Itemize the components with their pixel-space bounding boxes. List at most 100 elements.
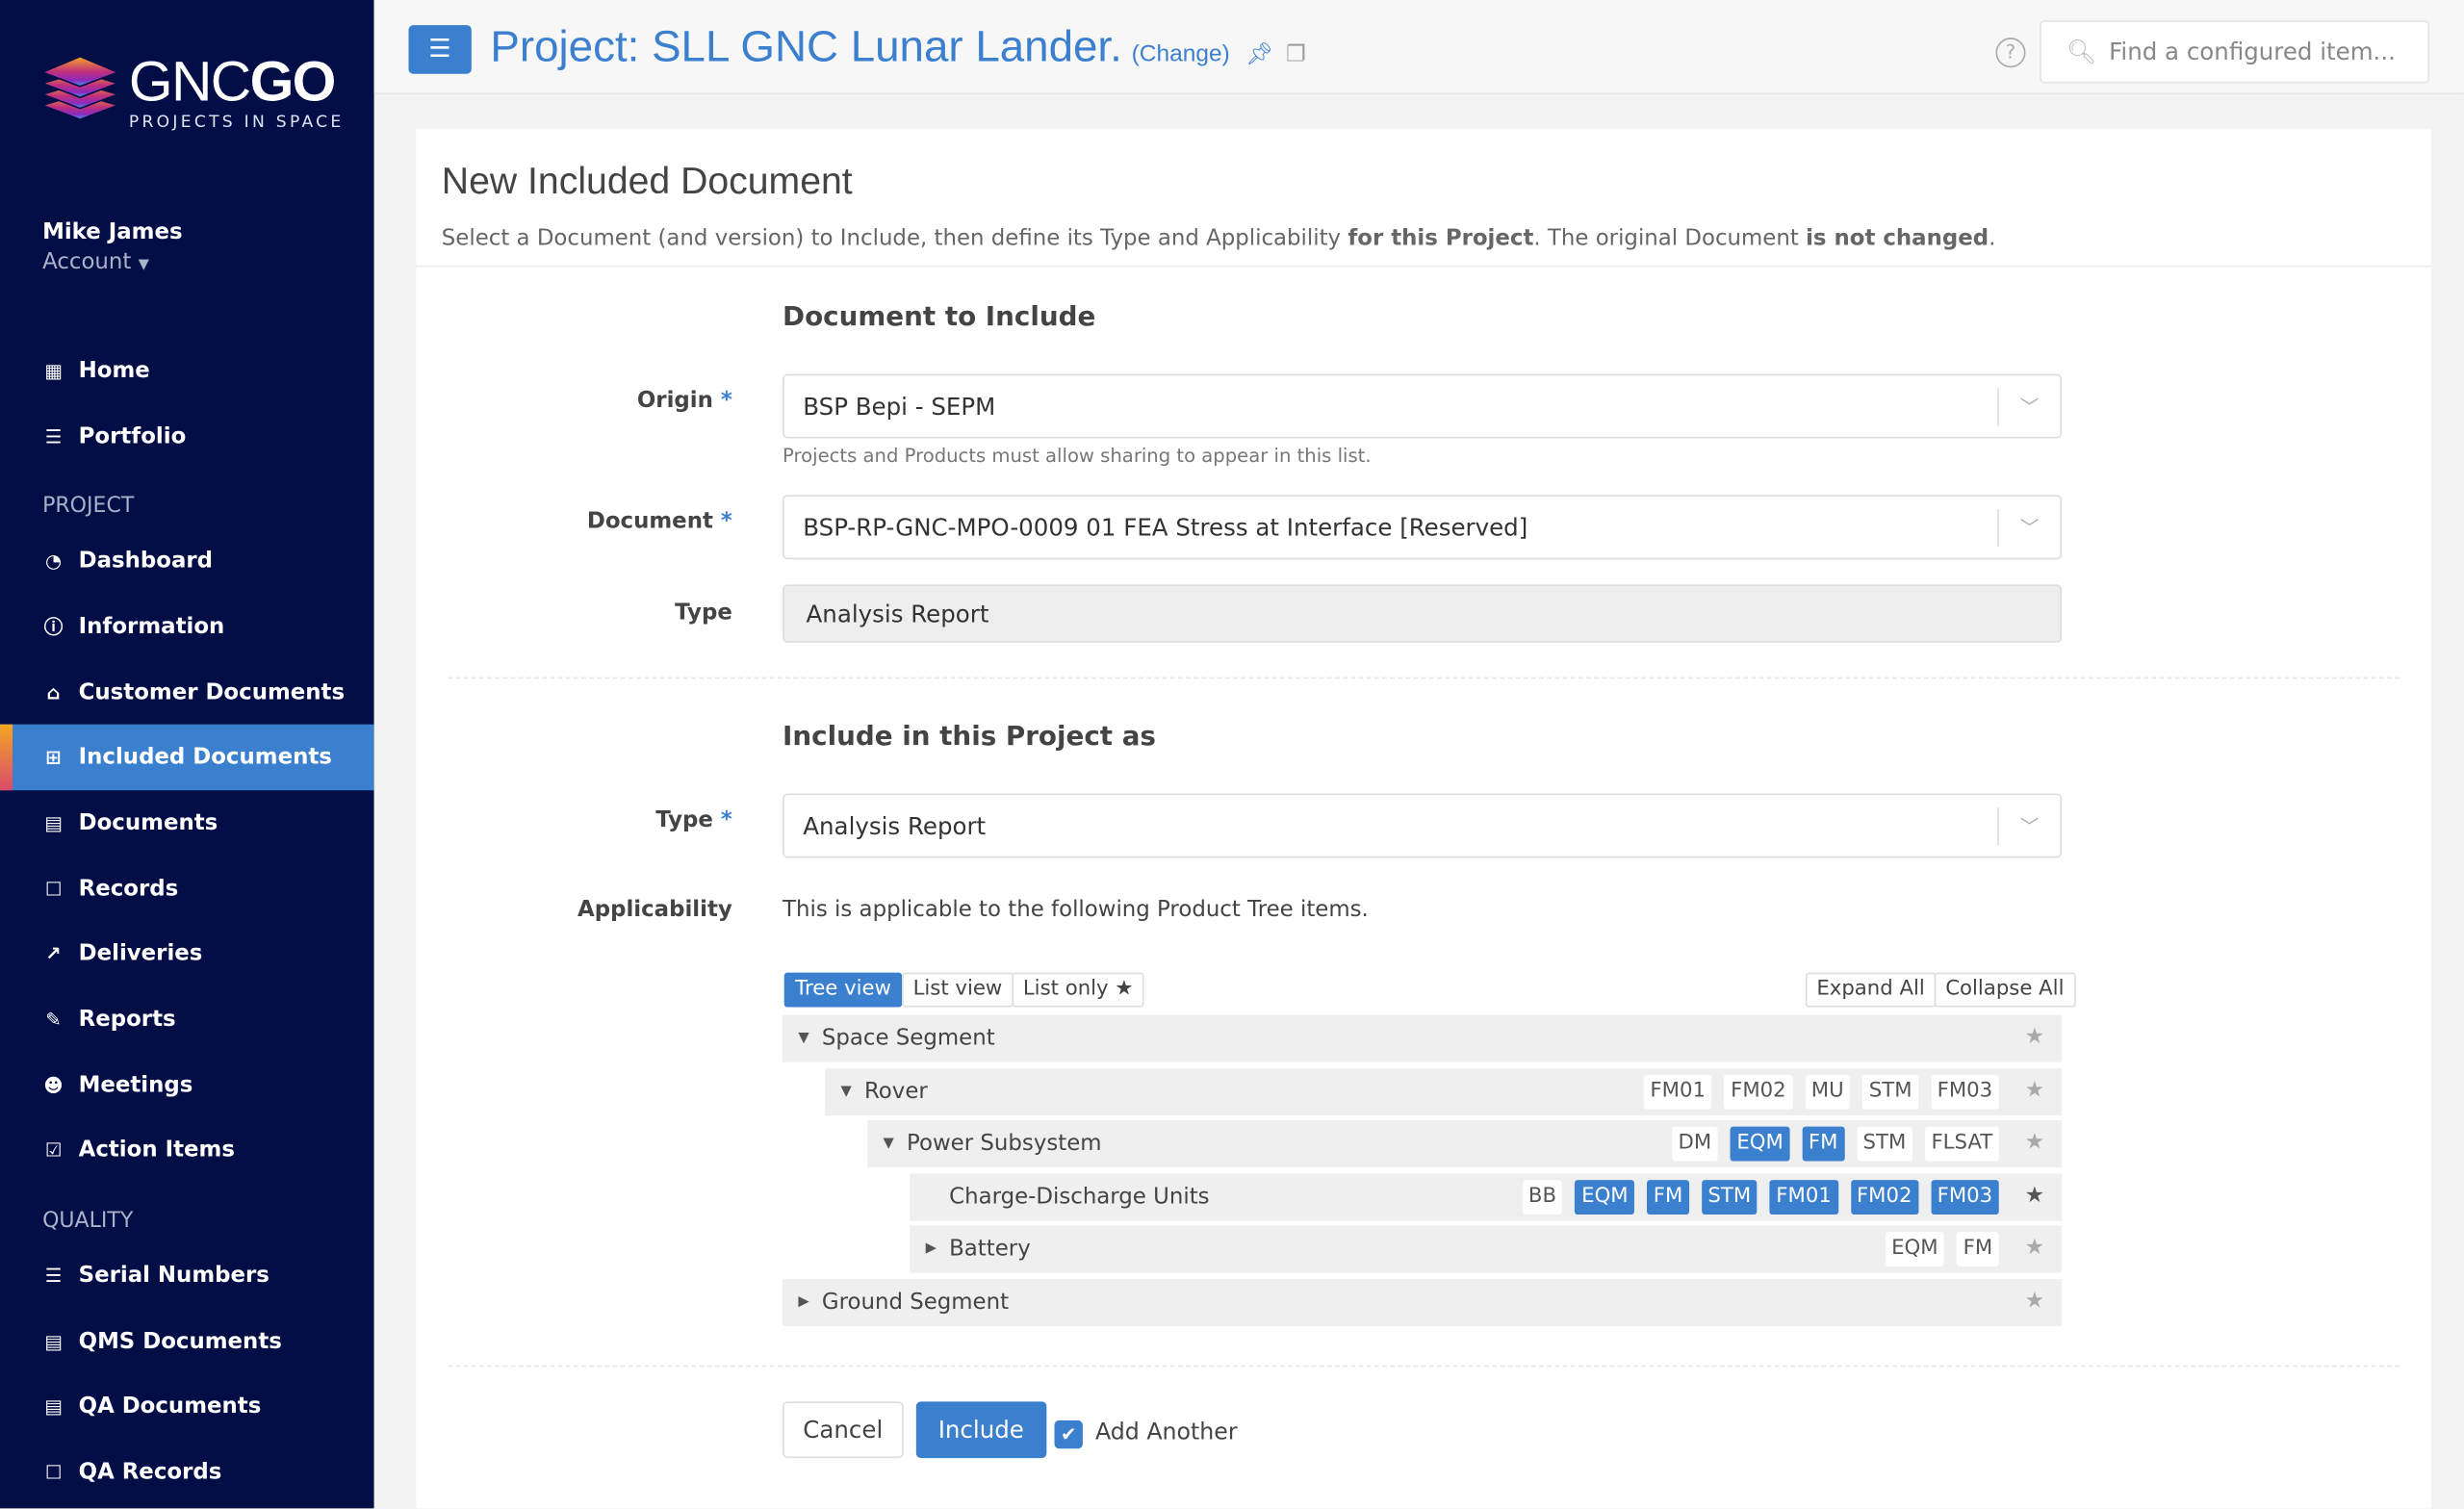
- sidebar-item-action-items[interactable]: ☑ Action Items: [0, 1118, 374, 1184]
- model-tag[interactable]: FM01: [1769, 1179, 1838, 1215]
- applicability-label: Applicability: [578, 897, 732, 923]
- sidebar-item-reports[interactable]: ✎ Reports: [0, 987, 374, 1053]
- tree-row[interactable]: Charge-Discharge Units BB EQM FM STM FM01 FM02…: [910, 1172, 2063, 1220]
- project-title: Project: SLL GNC Lunar Lander. (Change) 📌︎…: [490, 22, 1305, 72]
- document-label: Document *: [586, 508, 732, 535]
- search-placeholder: Find a configured item...: [2109, 38, 2396, 66]
- include-button[interactable]: Include: [915, 1401, 1046, 1459]
- sidebar-item-records[interactable]: ☐ Records: [0, 856, 374, 921]
- model-tag[interactable]: FM03: [1931, 1179, 1999, 1215]
- add-another-checkbox[interactable]: ✔: [1054, 1419, 1083, 1449]
- model-tag[interactable]: FM: [1802, 1126, 1844, 1162]
- tree-row[interactable]: ▶ Ground Segment ★: [783, 1278, 2063, 1326]
- model-tag[interactable]: FM: [1957, 1231, 1999, 1266]
- collapse-all-button[interactable]: Collapse All: [1934, 972, 2075, 1008]
- check-icon: ✔: [1060, 1423, 1077, 1446]
- sidebar-item-qa-records[interactable]: ☐ QA Records: [0, 1440, 374, 1505]
- tree-row[interactable]: ▼ Power Subsystem DM EQM FM STM FLSAT ★: [867, 1120, 2063, 1168]
- include-type-select[interactable]: Analysis Report ﹀: [783, 793, 2063, 858]
- caret-right-icon[interactable]: ▶: [798, 1293, 809, 1310]
- expand-all-button[interactable]: Expand All: [1805, 972, 1937, 1008]
- caret-right-icon[interactable]: ▶: [925, 1240, 937, 1258]
- star-icon[interactable]: ★: [2024, 1182, 2045, 1208]
- model-tag[interactable]: STM: [1862, 1073, 1919, 1109]
- sidebar-item-qa-documents[interactable]: ▤ QA Documents: [0, 1374, 374, 1440]
- model-tag[interactable]: FM01: [1643, 1073, 1712, 1109]
- caret-down-icon[interactable]: ▼: [840, 1083, 852, 1100]
- model-tag[interactable]: STM: [1701, 1179, 1758, 1215]
- sidebar-item-deliveries[interactable]: ↗ Deliveries: [0, 922, 374, 987]
- tree-view-button[interactable]: Tree view: [783, 972, 903, 1008]
- sidebar-item-portfolio[interactable]: ☰ Portfolio: [0, 403, 374, 469]
- tree-row-label: Ground Segment: [821, 1289, 1010, 1315]
- tree-row[interactable]: ▼ Space Segment ★: [783, 1014, 2063, 1062]
- search-input[interactable]: 🔍︎ Find a configured item...: [2040, 20, 2430, 84]
- menu-toggle-button[interactable]: ☰: [408, 25, 472, 74]
- model-tag[interactable]: BB: [1522, 1179, 1563, 1215]
- model-tag[interactable]: FM03: [1931, 1073, 1999, 1109]
- copy-icon[interactable]: ❐: [1286, 40, 1306, 66]
- divider: [448, 677, 2400, 679]
- cancel-button[interactable]: Cancel: [783, 1401, 904, 1459]
- applicability-text: This is applicable to the following Prod…: [783, 897, 1369, 923]
- star-icon[interactable]: ★: [2024, 1024, 2045, 1050]
- document-select[interactable]: BSP-RP-GNC-MPO-0009 01 FEA Stress at Int…: [783, 495, 2063, 560]
- chevron-down-icon: ﹀: [1997, 388, 2060, 426]
- sidebar-item-included-documents[interactable]: ⊞ Included Documents: [0, 725, 374, 791]
- included-document-form: New Included Document Select a Document …: [416, 128, 2431, 1509]
- info-icon: ⓘ: [43, 616, 64, 639]
- model-tag[interactable]: FM02: [1724, 1073, 1793, 1109]
- tree-row[interactable]: ▶ Battery EQM FM ★: [910, 1225, 2063, 1273]
- origin-select[interactable]: BSP Bepi - SEPM ﹀: [783, 373, 2063, 439]
- star-icon[interactable]: ★: [2024, 1077, 2045, 1103]
- add-another-label[interactable]: Add Another: [1094, 1419, 1238, 1446]
- pin-icon[interactable]: 📌︎: [1245, 40, 1274, 66]
- list-only-button[interactable]: List only ★: [1012, 972, 1144, 1008]
- model-tag[interactable]: STM: [1857, 1126, 1912, 1162]
- caret-down-icon[interactable]: ▼: [798, 1031, 809, 1047]
- list-view-button[interactable]: List view: [902, 972, 1014, 1008]
- page-title: New Included Document: [441, 160, 853, 203]
- change-project-link[interactable]: (Change): [1131, 40, 1230, 68]
- sidebar-item-home[interactable]: ▦ Home: [0, 338, 374, 403]
- caret-down-icon[interactable]: ▼: [883, 1136, 894, 1152]
- sidebar-item-label: Documents: [78, 810, 218, 836]
- square-icon: ☐: [44, 878, 63, 900]
- bank-icon: ⌂: [46, 680, 61, 703]
- sidebar-item-label: QMS Documents: [78, 1328, 282, 1354]
- type-label: Type: [675, 600, 732, 626]
- model-tag[interactable]: FM02: [1850, 1179, 1919, 1215]
- model-tag[interactable]: FM: [1647, 1179, 1689, 1215]
- section-heading-include: Include in this Project as: [783, 721, 1156, 754]
- plus-square-icon: ⊞: [45, 746, 62, 769]
- model-tag[interactable]: EQM: [1885, 1231, 1945, 1266]
- list-icon: ☰: [44, 424, 63, 448]
- sidebar-item-dashboard[interactable]: ◔ Dashboard: [0, 528, 374, 594]
- sidebar-item-qms-documents[interactable]: ▤ QMS Documents: [0, 1309, 374, 1374]
- model-tag[interactable]: MU: [1805, 1073, 1851, 1109]
- model-tag[interactable]: FLSAT: [1924, 1126, 1999, 1162]
- model-tag[interactable]: EQM: [1730, 1126, 1790, 1162]
- logo-layers-icon: [40, 55, 120, 120]
- sidebar-item-information[interactable]: ⓘ Information: [0, 594, 374, 659]
- sidebar-item-customer-documents[interactable]: ⌂ Customer Documents: [0, 659, 374, 725]
- sidebar-item-serial-numbers[interactable]: ☰ Serial Numbers: [0, 1243, 374, 1309]
- file-word-icon: ▤: [44, 812, 63, 834]
- sidebar-item-meetings[interactable]: ☻ Meetings: [0, 1053, 374, 1118]
- star-icon[interactable]: ★: [2024, 1235, 2045, 1261]
- model-tag[interactable]: DM: [1672, 1126, 1718, 1162]
- divider: [448, 1365, 2400, 1368]
- tree-row-label: Power Subsystem: [907, 1131, 1102, 1157]
- account-dropdown[interactable]: Account ▼: [42, 250, 182, 275]
- star-icon[interactable]: ★: [2024, 1287, 2045, 1314]
- hamburger-icon: ☰: [428, 33, 451, 64]
- chevron-down-icon: ﹀: [1997, 508, 2060, 548]
- help-icon[interactable]: ?: [1995, 38, 2026, 68]
- square-icon: ☐: [44, 1461, 63, 1484]
- sidebar-item-label: Home: [78, 357, 150, 384]
- sidebar-item-documents[interactable]: ▤ Documents: [0, 790, 374, 856]
- logo[interactable]: GNCGO PROJECTS IN SPACE: [40, 53, 344, 132]
- star-icon[interactable]: ★: [2024, 1129, 2045, 1155]
- tree-row[interactable]: ▼ Rover FM01 FM02 MU STM FM03 ★: [825, 1067, 2063, 1115]
- model-tag[interactable]: EQM: [1575, 1179, 1635, 1215]
